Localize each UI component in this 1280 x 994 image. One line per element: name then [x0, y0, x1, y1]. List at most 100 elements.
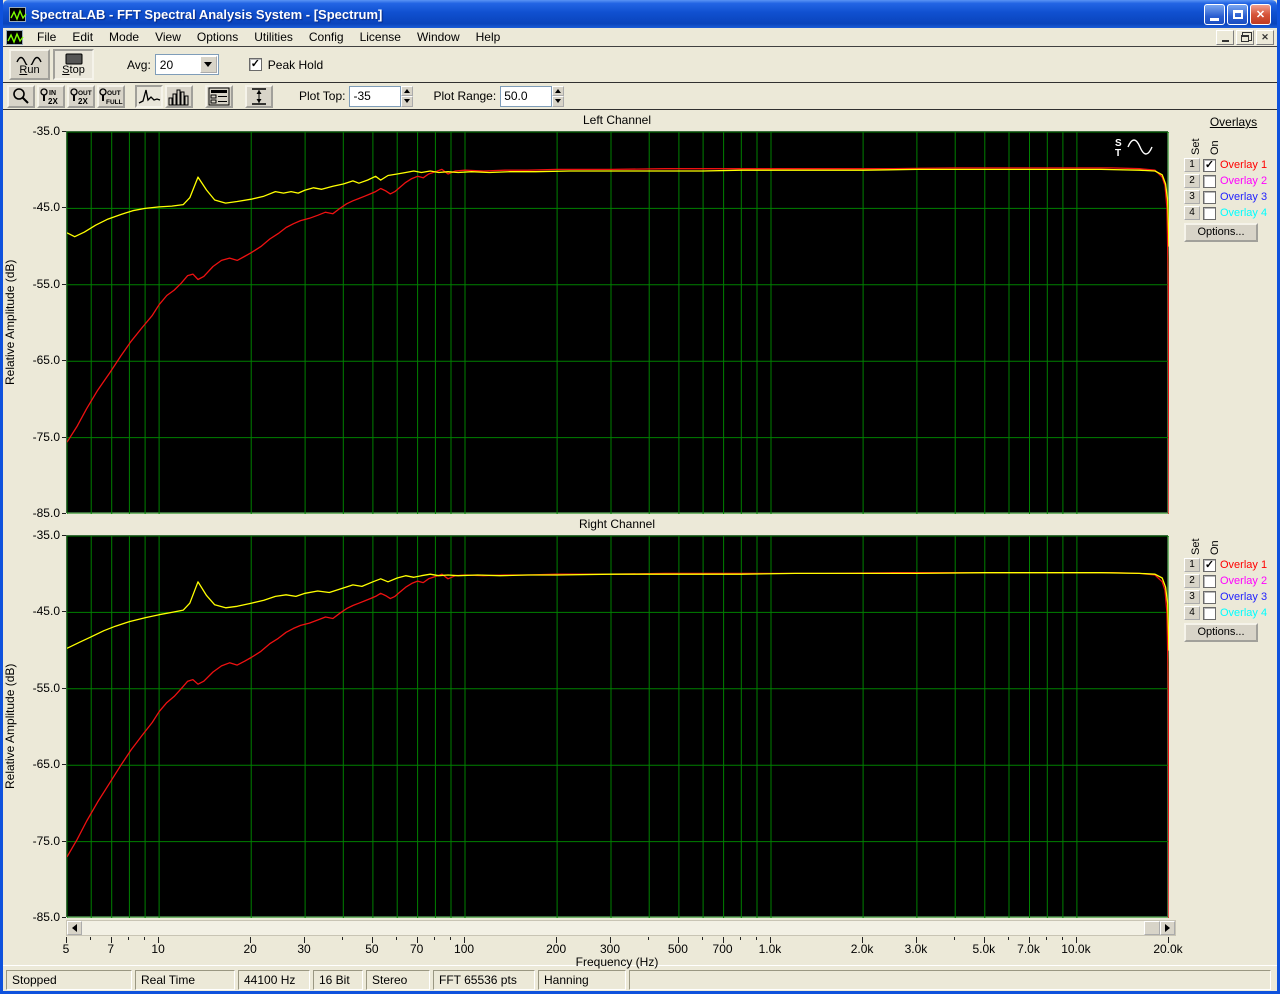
overlay-set-button-1[interactable]: 1 — [1184, 158, 1200, 172]
plot-client-area: Left Channel S T Relative Amplitude (dB)… — [3, 110, 1277, 969]
plot-top-spinner[interactable] — [401, 85, 414, 107]
signal-type-icon: S T — [1115, 138, 1153, 159]
menu-mode[interactable]: Mode — [109, 30, 140, 44]
overlay-label-1: Overlay 1 — [1220, 159, 1268, 171]
svg-text:2X: 2X — [48, 97, 58, 106]
bar-spectrum-button[interactable] — [165, 84, 193, 108]
overlay-label-2: Overlay 2 — [1220, 175, 1268, 187]
scroll-left-button[interactable] — [67, 921, 82, 935]
x-tick-label: 7 — [107, 942, 115, 956]
app-icon — [9, 6, 27, 22]
horizontal-scrollbar[interactable] — [66, 920, 1176, 936]
spin-up-icon — [401, 85, 414, 96]
overlay-options-button-left[interactable]: Options... — [1184, 223, 1258, 242]
status-panel: 16 Bit — [313, 969, 363, 990]
x-tick-label: 70 — [409, 942, 424, 956]
zoom-out-2x-button[interactable]: OUT 2X — [67, 84, 95, 108]
svg-text:S: S — [1115, 138, 1122, 149]
overlay-on-checkbox-4[interactable] — [1203, 606, 1216, 620]
mdi-minimize-button[interactable] — [1216, 29, 1234, 45]
menu-utilities[interactable]: Utilities — [254, 30, 293, 44]
x-tick-label: 700 — [712, 942, 733, 956]
x-tick-label: 3.0k — [904, 942, 928, 956]
x-tick-label: 5.0k — [972, 942, 996, 956]
overlay-row-3: 3 Overlay 3 — [1184, 189, 1267, 205]
mdi-close-button[interactable]: ✕ — [1256, 29, 1274, 45]
left-channel-plot[interactable]: S T — [66, 131, 1169, 514]
plot-range-input[interactable] — [500, 85, 553, 107]
overlay-set-button-1[interactable]: 1 — [1184, 558, 1200, 572]
overlay-set-button-2[interactable]: 2 — [1184, 174, 1200, 188]
overlay-on-checkbox-1[interactable]: ✓ — [1203, 158, 1216, 172]
left-channel-title: Left Channel — [582, 113, 652, 127]
menu-items: File Edit Mode View Options Utilities Config Li… — [29, 28, 508, 46]
peak-hold-checkbox[interactable]: ✓ — [248, 58, 262, 71]
overlay-on-checkbox-3[interactable] — [1203, 590, 1216, 604]
plot-range-tool-button[interactable] — [245, 84, 273, 108]
y-tick-label: -55.0 — [32, 680, 60, 695]
overlay-label-2: Overlay 2 — [1220, 575, 1268, 587]
x-tick-label: 30 — [297, 942, 311, 956]
overlay-set-button-2[interactable]: 2 — [1184, 574, 1200, 588]
menu-window[interactable]: Window — [416, 30, 460, 44]
plot-range-label: Plot Range: — [433, 89, 497, 103]
overlay-set-button-4[interactable]: 4 — [1184, 206, 1200, 220]
overlays-on-label: On — [1209, 140, 1221, 155]
overlay-on-checkbox-2[interactable] — [1203, 574, 1216, 588]
display-options-button[interactable] — [205, 84, 233, 108]
spin-down-icon — [552, 96, 565, 107]
overlay-on-checkbox-4[interactable] — [1203, 206, 1216, 220]
menu-edit[interactable]: Edit — [72, 30, 94, 44]
main-toolbar: Run Stop Avg: 20 ✓ Peak Hold — [3, 47, 1277, 83]
status-panel: FFT 65536 pts — [433, 969, 535, 990]
plot-range-spinner[interactable] — [552, 85, 565, 107]
x-tick-label: 300 — [599, 942, 621, 956]
spectrum-curve-icon — [138, 89, 161, 104]
zoom-out-full-button[interactable]: OUT FULL — [97, 84, 125, 108]
overlay-row-4: 4 Overlay 4 — [1184, 205, 1267, 221]
overlay-options-button-right[interactable]: Options... — [1184, 623, 1258, 642]
run-button[interactable]: Run — [9, 49, 50, 80]
right-channel-plot[interactable] — [66, 535, 1169, 918]
x-tick-label: 2.0k — [850, 942, 874, 956]
status-panel: 44100 Hz — [238, 969, 310, 990]
stop-button[interactable]: Stop — [53, 49, 94, 80]
mdi-restore-button[interactable] — [1236, 29, 1254, 45]
svg-text:IN: IN — [49, 90, 56, 97]
minimize-button[interactable] — [1204, 3, 1225, 25]
maximize-button[interactable] — [1227, 3, 1248, 25]
line-spectrum-button[interactable] — [135, 84, 163, 108]
menu-file[interactable]: File — [37, 30, 57, 44]
close-button[interactable]: ✕ — [1250, 3, 1271, 25]
menu-config[interactable]: Config — [308, 30, 344, 44]
sine-wave-icon — [15, 56, 42, 65]
overlay-on-checkbox-3[interactable] — [1203, 190, 1216, 204]
scroll-right-button[interactable] — [1160, 921, 1175, 935]
plot-top-label: Plot Top: — [299, 89, 346, 103]
zoom-in-2x-button[interactable]: IN 2X — [37, 84, 65, 108]
menu-options[interactable]: Options — [196, 30, 239, 44]
overlay-set-button-4[interactable]: 4 — [1184, 606, 1200, 620]
overlay-on-checkbox-2[interactable] — [1203, 174, 1216, 188]
menu-license[interactable]: License — [359, 30, 401, 44]
overlay-on-checkbox-1[interactable]: ✓ — [1203, 558, 1216, 572]
status-panel-empty — [629, 969, 1271, 990]
spin-up-icon — [552, 85, 565, 96]
zoom-select-button[interactable] — [7, 84, 35, 108]
overlays-on-label: On — [1209, 540, 1221, 555]
menu-view[interactable]: View — [155, 30, 181, 44]
plot-top-input[interactable] — [349, 85, 402, 107]
chevron-down-icon[interactable] — [199, 56, 217, 73]
x-tick-label: 200 — [546, 942, 567, 956]
zoom-out-2x-icon: OUT 2X — [70, 87, 92, 106]
status-panel: Hanning — [538, 969, 626, 990]
overlay-set-button-3[interactable]: 3 — [1184, 590, 1200, 604]
mdi-child-icon[interactable] — [6, 29, 24, 45]
scrollbar-thumb[interactable] — [1144, 921, 1160, 935]
dialog-settings-icon — [208, 87, 230, 105]
status-panel: Stopped — [6, 969, 132, 990]
overlay-row-2: 2 Overlay 2 — [1184, 573, 1267, 589]
overlay-set-button-3[interactable]: 3 — [1184, 190, 1200, 204]
avg-dropdown[interactable]: 20 — [154, 54, 219, 75]
menu-help[interactable]: Help — [475, 30, 501, 44]
